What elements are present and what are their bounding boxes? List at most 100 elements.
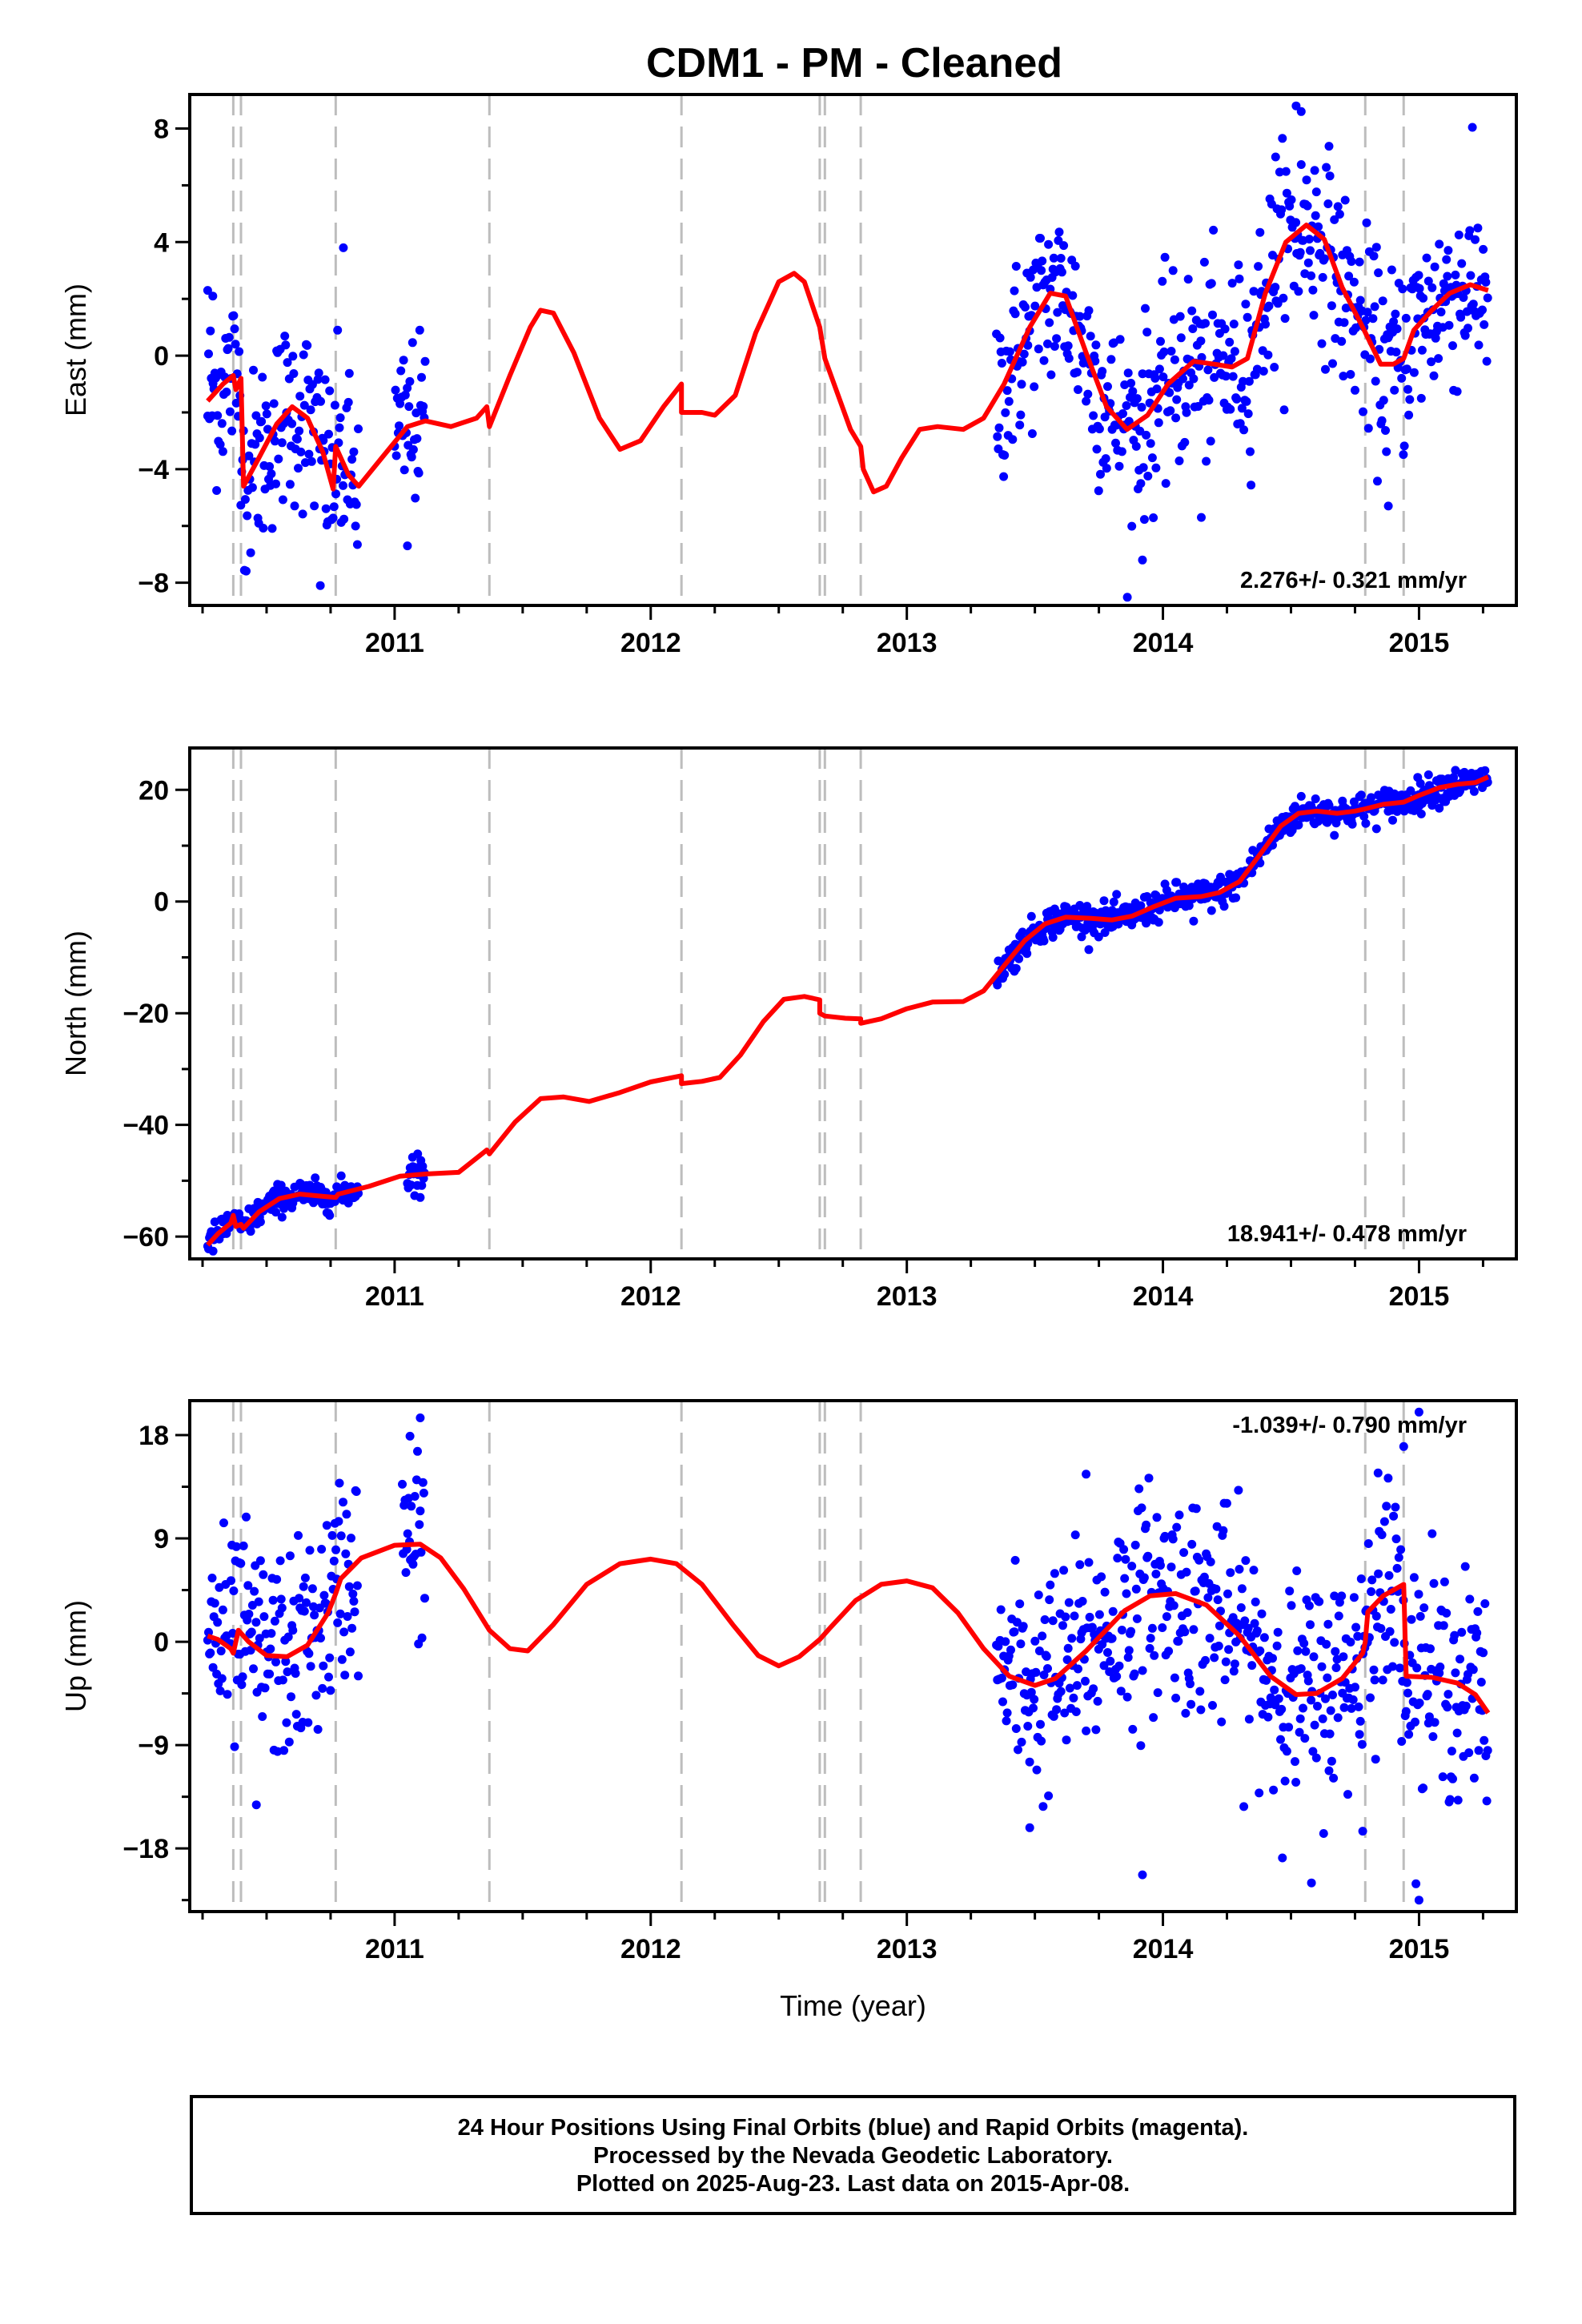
east-data-point — [1306, 246, 1315, 255]
east-data-point — [203, 286, 212, 296]
up-data-point — [305, 1546, 315, 1555]
up-data-point — [1203, 1593, 1213, 1602]
east-data-point — [230, 324, 239, 334]
up-data-point — [1058, 1621, 1067, 1630]
up-data-point — [1016, 1639, 1026, 1649]
north-data-point — [1388, 815, 1397, 825]
up-data-point — [287, 1692, 295, 1702]
east-data-point — [1287, 195, 1296, 204]
east-data-point — [391, 385, 400, 395]
east-data-point — [1247, 480, 1256, 490]
up-data-point — [227, 1576, 235, 1586]
up-data-point — [1401, 1707, 1411, 1716]
up-data-point — [1323, 1673, 1332, 1683]
north-data-point — [1367, 793, 1376, 802]
north-data-point — [1347, 819, 1357, 829]
east-data-point — [1111, 438, 1120, 448]
east-data-point — [1158, 372, 1168, 382]
up-data-point — [267, 1629, 276, 1638]
north-data-point — [271, 1208, 280, 1217]
up-data-point — [1282, 1747, 1291, 1756]
up-data-point — [1395, 1663, 1404, 1673]
up-data-point — [1119, 1545, 1129, 1554]
east-data-point — [1414, 271, 1423, 280]
east-data-point — [1427, 283, 1437, 292]
east-data-point — [223, 344, 233, 353]
east-data-points — [203, 101, 1492, 602]
east-data-point — [993, 432, 1002, 441]
east-data-point — [1239, 425, 1249, 435]
up-data-point — [260, 1683, 270, 1693]
up-data-point — [1379, 1517, 1389, 1526]
up-data-point — [237, 1680, 247, 1690]
east-data-point — [1311, 211, 1320, 220]
east-data-point — [1349, 277, 1359, 287]
up-data-point — [1181, 1708, 1191, 1718]
north-data-point — [311, 1173, 320, 1183]
north-data-point — [1022, 949, 1032, 959]
north-data-points — [203, 766, 1492, 1256]
up-data-point — [1435, 1663, 1445, 1671]
east-data-point — [1072, 368, 1082, 377]
east-data-point — [1101, 454, 1110, 464]
east-data-point — [1389, 317, 1399, 327]
up-data-point — [1235, 1565, 1244, 1574]
up-data-point — [1378, 1675, 1387, 1685]
up-data-point — [1390, 1638, 1399, 1647]
east-data-point — [1465, 226, 1475, 235]
up-data-point — [302, 1598, 311, 1607]
up-data-point — [331, 1545, 340, 1554]
up-data-point — [1012, 1618, 1022, 1627]
up-data-point — [1180, 1627, 1190, 1637]
up-data-point — [1391, 1502, 1400, 1512]
east-data-point — [1135, 426, 1145, 436]
east-data-point — [1471, 235, 1480, 244]
east-data-point — [1156, 336, 1165, 346]
east-data-point — [1439, 279, 1448, 288]
east-data-point — [1242, 396, 1251, 406]
up-data-point — [1037, 1736, 1046, 1746]
up-data-point — [1442, 1608, 1452, 1618]
up-data-point — [1172, 1522, 1182, 1532]
east-data-point — [244, 451, 254, 460]
up-data-point — [1473, 1606, 1483, 1616]
east-data-point — [303, 340, 312, 350]
east-data-point — [262, 409, 271, 419]
east-data-point — [1064, 354, 1074, 363]
east-data-point — [1323, 199, 1333, 208]
east-data-point — [243, 511, 252, 521]
up-data-point — [1285, 1586, 1295, 1596]
up-data-point — [1334, 1611, 1343, 1621]
up-data-point — [1278, 1853, 1287, 1863]
east-data-point — [321, 504, 331, 513]
east-data-point — [328, 513, 338, 523]
up-data-point — [1094, 1610, 1104, 1619]
up-data-point — [239, 1541, 248, 1550]
east-data-point — [1333, 202, 1343, 211]
up-data-point — [1011, 1724, 1021, 1733]
up-data-point — [1396, 1545, 1406, 1554]
up-data-point — [1483, 1746, 1492, 1755]
east-data-point — [1018, 357, 1027, 367]
up-data-point — [1026, 1687, 1036, 1697]
up-data-point — [1402, 1678, 1411, 1687]
up-data-point — [343, 1612, 352, 1621]
up-data-point — [322, 1521, 331, 1530]
east-data-point — [1275, 167, 1284, 177]
north-data-point — [1296, 791, 1306, 801]
up-data-point — [1313, 1702, 1322, 1711]
up-data-point — [216, 1647, 226, 1656]
up-data-point — [416, 1413, 425, 1422]
east-data-point — [265, 462, 275, 471]
north-data-point — [1356, 790, 1366, 800]
east-data-point — [283, 358, 292, 368]
up-data-point — [1132, 1614, 1142, 1623]
east-event-lines — [231, 94, 1405, 605]
up-data-point — [1187, 1539, 1197, 1549]
up-data-point — [1042, 1651, 1051, 1661]
east-data-point — [1194, 402, 1203, 411]
up-data-point — [327, 1530, 337, 1540]
panel-east: 2011 2012 2013 2014 2015 −8 −4 0 4 8 East (mm) 2.27… — [59, 93, 1518, 658]
up-data-point — [304, 1649, 314, 1659]
up-x-tick-label: 2015 — [1389, 1934, 1450, 1964]
